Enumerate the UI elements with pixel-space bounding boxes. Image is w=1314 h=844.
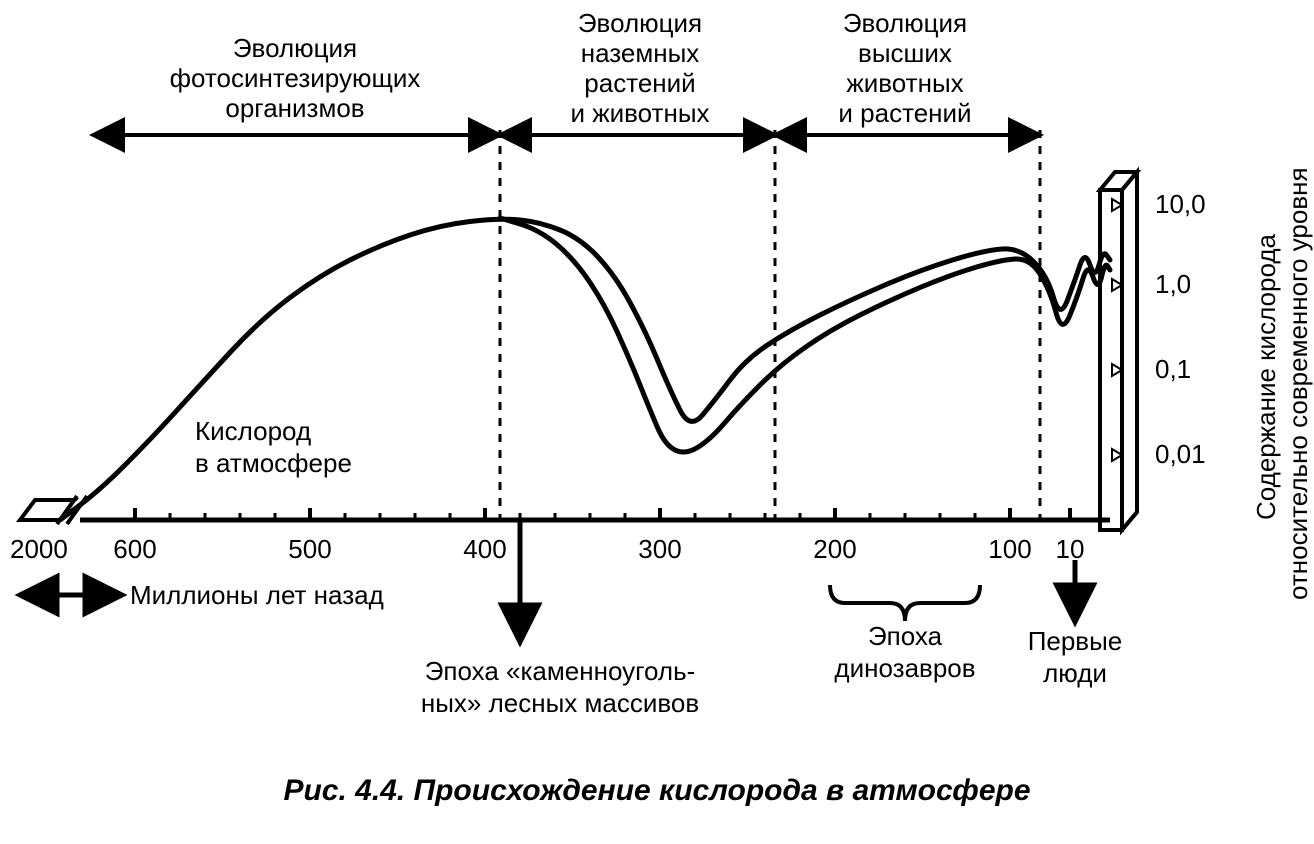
oxygen-evolution-chart: ЭволюцияфотосинтезирующихорганизмовЭволю… (0, 0, 1314, 844)
carboniferous-label-1: Эпоха «каменноуголь- (425, 656, 696, 686)
svg-text:100: 100 (988, 534, 1031, 564)
y-ticks: 10,0 1,0 0,1 0,01 (1112, 189, 1206, 469)
figure-caption: Рис. 4.4. Происхождение кислорода в атмо… (283, 774, 1030, 807)
svg-text:Эволюция: Эволюция (843, 8, 967, 38)
svg-text:и растений: и растений (838, 98, 971, 128)
svg-text:Эволюция: Эволюция (578, 8, 702, 38)
svg-text:наземных: наземных (581, 38, 700, 68)
svg-text:300: 300 (638, 534, 681, 564)
curve-label-2: в атмосфере (195, 448, 352, 478)
dinosaurs-label-1: Эпоха (868, 621, 943, 651)
dinosaurs-label-2: динозавров (834, 653, 975, 683)
svg-text:организмов: организмов (225, 93, 364, 123)
svg-text:животных: животных (846, 68, 963, 98)
svg-text:фотосинтезирующих: фотосинтезирующих (170, 63, 421, 93)
x-axis-label: Миллионы лет назад (130, 580, 384, 610)
svg-text:1,0: 1,0 (1155, 269, 1191, 299)
svg-text:и животных: и животных (570, 98, 709, 128)
carboniferous-label-2: ных» лесных массивов (421, 688, 699, 718)
svg-text:500: 500 (288, 534, 331, 564)
curve-label-1: Кислород (195, 416, 311, 446)
svg-text:растений: растений (584, 68, 695, 98)
xtick-2000: 2000 (10, 534, 68, 564)
era-labels: ЭволюцияфотосинтезирующихорганизмовЭволю… (170, 8, 972, 128)
svg-text:0,1: 0,1 (1155, 354, 1191, 384)
svg-text:200: 200 (813, 534, 856, 564)
svg-text:10: 10 (1056, 534, 1085, 564)
dinosaurs-brace (830, 585, 980, 621)
y-axis-label-1: Содержание кислорода (1251, 233, 1281, 520)
svg-text:высших: высших (858, 38, 952, 68)
humans-label-2: люди (1043, 658, 1107, 688)
humans-label-1: Первые (1028, 626, 1123, 656)
y-axis-label-2: относительно современного уровня (1283, 167, 1313, 600)
svg-text:10,0: 10,0 (1155, 189, 1206, 219)
svg-text:600: 600 (113, 534, 156, 564)
svg-text:0,01: 0,01 (1155, 439, 1206, 469)
x-ticks: 600 500 400 300 200 100 10 (113, 508, 1084, 564)
y-axis-bar (1100, 172, 1137, 530)
svg-text:Эволюция: Эволюция (233, 33, 357, 63)
era-dividers (500, 130, 1040, 520)
svg-text:400: 400 (463, 534, 506, 564)
